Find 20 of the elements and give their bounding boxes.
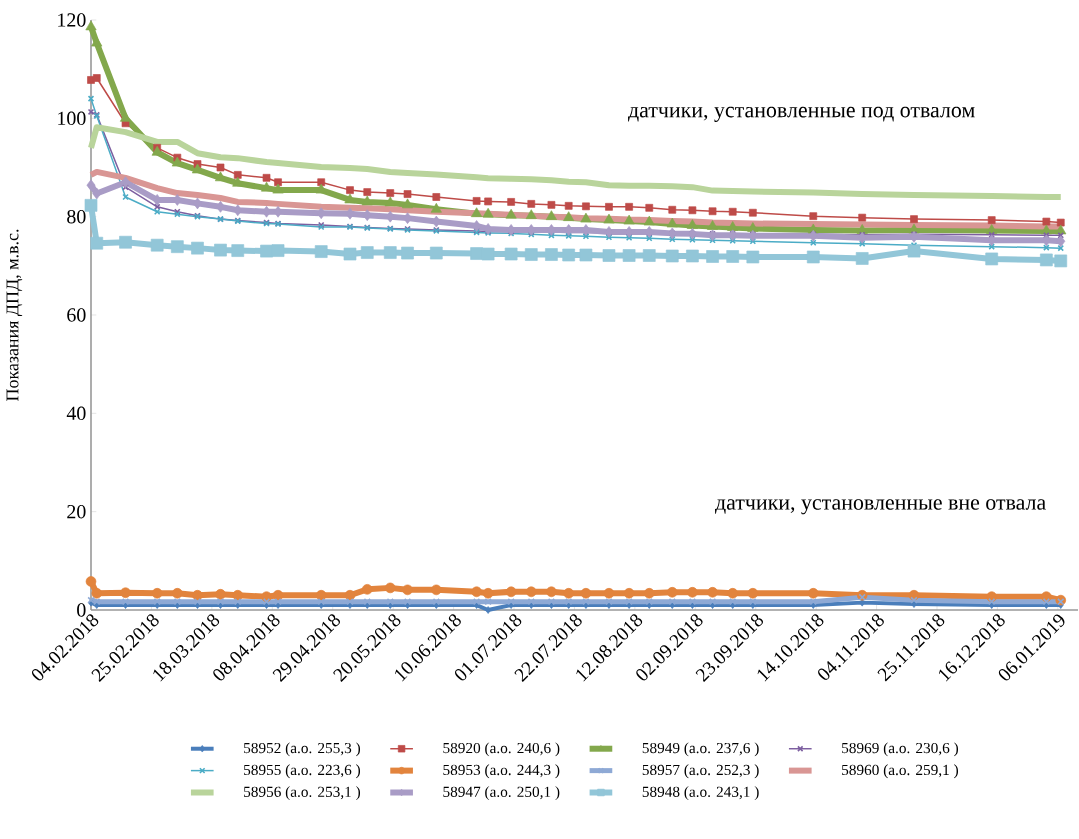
y-tick-label: 20	[67, 504, 86, 519]
legend-label: 58947 (а.о. 250,1 )	[443, 786, 560, 801]
y-tick-label: 40	[66, 406, 86, 421]
legend-label: 58952 (а.о. 255,3 )	[244, 742, 361, 757]
annotation: датчики, установленные под отвалом	[627, 106, 975, 122]
legend-label: 58953 (а.о. 244,3 )	[443, 764, 560, 779]
legend-label: 58920 (а.о. 240,6 )	[443, 742, 560, 757]
legend-label: 58956 (а.о. 253,1 )	[244, 786, 361, 801]
y-axis-title: Показания ДПД, м.в.с.	[6, 229, 23, 401]
y-tick-label: 80	[67, 209, 86, 224]
y-tick-label: 60	[67, 308, 86, 322]
legend-label: 58948 (а.о. 243,1 )	[642, 786, 759, 801]
legend-label: 58969 (а.о. 230,6 )	[842, 742, 959, 757]
annotation: датчики, установленные вне отвала	[715, 499, 1046, 515]
legend-label: 58957 (а.о. 252,3 )	[642, 764, 759, 779]
legend-label: 58955 (а.о. 223,6 )	[244, 764, 361, 779]
y-tick-label: 120	[58, 13, 86, 27]
legend-label: 58949 (а.о. 237,6 )	[642, 742, 759, 757]
legend-label: 58960 (а.о. 259,1 )	[842, 764, 959, 779]
y-tick-label: 100	[58, 111, 86, 126]
